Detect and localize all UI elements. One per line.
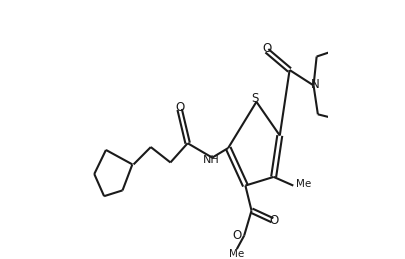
Text: Me: Me bbox=[228, 249, 244, 259]
Text: S: S bbox=[250, 92, 258, 105]
Text: N: N bbox=[310, 78, 318, 91]
Text: O: O bbox=[231, 229, 241, 242]
Text: NH: NH bbox=[202, 155, 219, 165]
Text: O: O bbox=[175, 100, 184, 113]
Text: O: O bbox=[269, 214, 278, 227]
Text: O: O bbox=[262, 42, 271, 55]
Text: Me: Me bbox=[295, 179, 310, 189]
